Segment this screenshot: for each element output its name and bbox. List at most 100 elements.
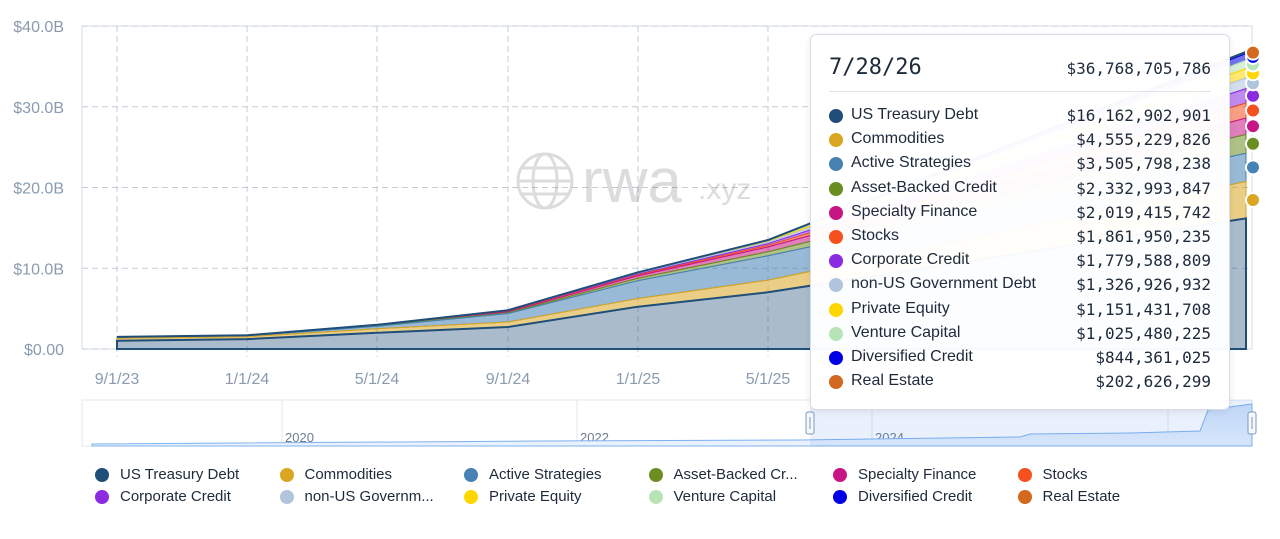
tooltip-total: $36,768,705,786 xyxy=(1066,59,1212,78)
x-tick-label: 1/1/25 xyxy=(616,371,661,388)
legend-color-dot-icon xyxy=(1017,490,1032,504)
legend-color-dot-icon xyxy=(648,490,663,504)
legend-color-dot-icon xyxy=(648,468,663,482)
legend-item[interactable]: Corporate Credit xyxy=(95,487,265,507)
tooltip-series-value: $844,361,025 xyxy=(1095,348,1211,367)
tooltip-series-name: Diversified Credit xyxy=(851,348,973,365)
tooltip-row: Active Strategies $3,505,798,238 xyxy=(829,152,1211,176)
marker-active-strategies xyxy=(1245,159,1261,176)
tooltip-row: Commodities $4,555,229,826 xyxy=(829,128,1211,152)
y-tick-label: $40.0B xyxy=(13,19,64,36)
tooltip-row: Real Estate $202,626,299 xyxy=(829,370,1211,394)
legend-item[interactable]: Stocks xyxy=(1017,465,1188,485)
legend-label: US Treasury Debt xyxy=(120,466,240,483)
legend-color-dot-icon xyxy=(95,490,109,504)
tooltip-series-name: Asset-Backed Credit xyxy=(851,178,997,196)
tooltip-series-name: non-US Government Debt xyxy=(851,275,1036,293)
tooltip-series-value: $202,626,299 xyxy=(1095,372,1211,392)
legend-item[interactable]: Asset-Backed Cr... xyxy=(648,465,819,485)
marker-commodities xyxy=(1245,191,1261,208)
legend-color-dot-icon xyxy=(464,468,478,482)
hover-tooltip: 7/28/26 $36,768,705,786 US Treasury Debt… xyxy=(810,34,1230,410)
x-tick-label: 5/1/24 xyxy=(355,371,400,388)
legend-item[interactable]: Commodities xyxy=(279,465,450,485)
tooltip-series-value: $1,861,950,235 xyxy=(1076,227,1211,246)
series-color-dot-icon xyxy=(829,278,843,293)
legend-label: Specialty Finance xyxy=(858,466,977,483)
legend-item[interactable]: Active Strategies xyxy=(464,465,634,485)
legend-label: Corporate Credit xyxy=(120,488,231,505)
legend-color-dot-icon xyxy=(833,468,847,482)
legend-item[interactable]: non-US Governm... xyxy=(279,487,450,507)
legend-color-dot-icon xyxy=(464,490,478,504)
legend-color-dot-icon xyxy=(95,468,109,482)
rwa-watermark: rwa .xyz xyxy=(516,147,751,216)
series-color-dot-icon xyxy=(829,230,843,244)
series-color-dot-icon xyxy=(829,375,843,390)
series-color-dot-icon xyxy=(829,254,843,269)
marker-specialty-finance xyxy=(1245,118,1261,135)
tooltip-series-value: $1,326,926,932 xyxy=(1076,275,1211,295)
legend-color-dot-icon xyxy=(279,468,294,482)
tooltip-series-name: Private Equity xyxy=(851,299,950,317)
tooltip-row: Stocks $1,861,950,235 xyxy=(829,225,1211,249)
legend-color-dot-icon xyxy=(833,490,847,504)
legend-color-dot-icon xyxy=(1017,468,1032,482)
series-color-dot-icon xyxy=(829,181,843,196)
legend-label: Diversified Credit xyxy=(858,488,973,505)
tooltip-series-name: Corporate Credit xyxy=(851,251,970,269)
tooltip-row: Corporate Credit $1,779,588,809 xyxy=(829,249,1211,273)
tooltip-series-name: Specialty Finance xyxy=(851,202,978,220)
watermark-brand: rwa xyxy=(582,147,682,216)
series-color-dot-icon xyxy=(829,351,843,365)
series-color-dot-icon xyxy=(829,326,843,341)
y-tick-label: $0.00 xyxy=(24,342,64,359)
series-color-dot-icon xyxy=(829,133,843,148)
watermark-suffix: .xyz xyxy=(698,173,751,206)
tooltip-series-value: $2,019,415,742 xyxy=(1076,202,1211,222)
y-tick-label: $30.0B xyxy=(13,100,64,117)
tooltip-series-name: US Treasury Debt xyxy=(851,106,979,123)
tooltip-header: 7/28/26 $36,768,705,786 xyxy=(829,49,1211,92)
globe-icon xyxy=(516,152,574,210)
x-tick-label: 1/1/24 xyxy=(225,371,270,388)
tooltip-row: Specialty Finance $2,019,415,742 xyxy=(829,201,1211,225)
y-axis-labels: $40.0B $30.0B $20.0B $10.0B $0.00 xyxy=(13,19,64,359)
navigator-series xyxy=(91,403,1253,447)
marker-real-estate xyxy=(1245,44,1261,61)
legend-item[interactable]: US Treasury Debt xyxy=(95,465,265,485)
legend-item[interactable]: Real Estate xyxy=(1017,487,1188,507)
legend-item[interactable]: Specialty Finance xyxy=(833,465,1003,485)
legend-item[interactable]: Diversified Credit xyxy=(833,487,1003,507)
legend-item[interactable]: Venture Capital xyxy=(648,487,819,507)
tooltip-row: Private Equity $1,151,431,708 xyxy=(829,298,1211,322)
tooltip-row: US Treasury Debt $16,162,902,901 xyxy=(829,104,1211,128)
marker-asset-backed-credit xyxy=(1245,135,1261,152)
tooltip-series-name: Active Strategies xyxy=(851,154,972,172)
tooltip-row: Diversified Credit $844,361,025 xyxy=(829,346,1211,370)
chart-legend: US Treasury Debt Commodities Active Strate… xyxy=(95,465,1215,515)
tooltip-series-value: $4,555,229,826 xyxy=(1076,130,1211,150)
legend-label: Active Strategies xyxy=(489,466,602,483)
tooltip-row: Asset-Backed Credit $2,332,993,847 xyxy=(829,177,1211,201)
legend-item[interactable]: Private Equity xyxy=(464,487,634,507)
legend-label: Private Equity xyxy=(489,488,582,505)
tooltip-series-value: $1,025,480,225 xyxy=(1076,323,1211,343)
series-color-dot-icon xyxy=(829,109,843,123)
y-tick-label: $10.0B xyxy=(13,261,64,278)
tooltip-row: non-US Government Debt $1,326,926,932 xyxy=(829,273,1211,297)
tooltip-series-name: Venture Capital xyxy=(851,323,961,341)
x-tick-label: 9/1/24 xyxy=(486,371,531,388)
navigator-year-label: 2020 xyxy=(285,430,314,445)
series-color-dot-icon xyxy=(829,205,843,220)
total-line xyxy=(116,50,1247,338)
tooltip-series-value: $1,779,588,809 xyxy=(1076,251,1211,271)
tooltip-series-value: $2,332,993,847 xyxy=(1076,178,1211,198)
y-tick-label: $20.0B xyxy=(13,181,64,198)
legend-color-dot-icon xyxy=(279,490,294,504)
tooltip-series-name: Commodities xyxy=(851,130,945,148)
legend-label: Stocks xyxy=(1042,466,1088,483)
x-tick-label: 5/1/25 xyxy=(746,371,791,388)
legend-label: Venture Capital xyxy=(673,488,777,505)
tooltip-series-name: Real Estate xyxy=(851,372,934,390)
